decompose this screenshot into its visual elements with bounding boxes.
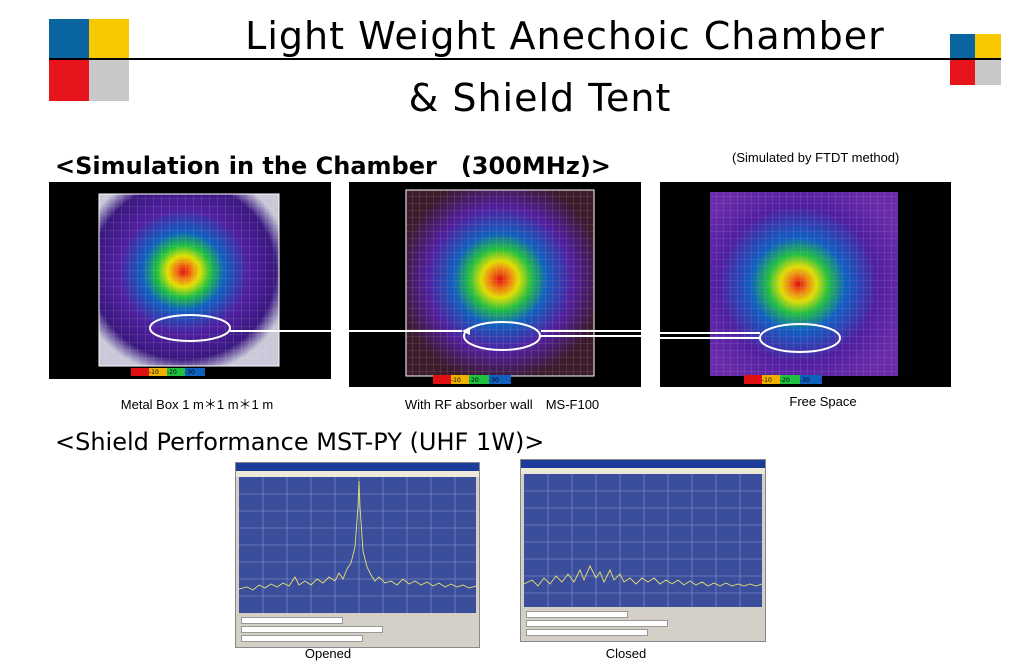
scale-label: -30 bbox=[185, 369, 195, 376]
scale-label: -40 bbox=[509, 377, 519, 384]
section2-heading: <Shield Performance MST-PY (UHF 1W)> bbox=[55, 428, 545, 456]
simulation-caption-metal-box: Metal Box 1 m＊1 m＊1 m bbox=[120, 397, 274, 412]
deco-square-gray-left bbox=[89, 59, 129, 101]
simulation-free-space: -10 -20 -30 -40 bbox=[660, 182, 951, 387]
scale-label: -40 bbox=[203, 369, 213, 376]
simulation-metal-box: -10 -20 -30 -40 bbox=[49, 182, 331, 379]
scale-label: -40 bbox=[820, 377, 830, 384]
deco-square-red-left bbox=[49, 59, 89, 101]
scale-label: -30 bbox=[800, 377, 810, 384]
deco-square-yellow-left bbox=[89, 19, 129, 59]
scale-label: -20 bbox=[780, 377, 790, 384]
deco-square-red-right bbox=[950, 59, 975, 85]
scale-label: -20 bbox=[167, 369, 177, 376]
title-rule bbox=[49, 58, 1001, 60]
scale-label: -10 bbox=[762, 377, 772, 384]
spectrum-screenshot-closed bbox=[520, 459, 766, 642]
deco-square-gray-right bbox=[975, 59, 1001, 85]
deco-square-yellow-right bbox=[975, 34, 1001, 59]
spectrum-caption-closed: Closed bbox=[605, 646, 647, 661]
slide-title-line2: & Shield Tent bbox=[408, 76, 672, 120]
deco-square-blue-right bbox=[950, 34, 975, 59]
simulation-rf-absorber: -10 -20 -30 -40 bbox=[349, 182, 641, 387]
deco-square-blue-left bbox=[49, 19, 89, 59]
spectrum-caption-opened: Opened bbox=[304, 646, 352, 661]
section1-note: (Simulated by FTDT method) bbox=[732, 150, 900, 165]
scale-label: -20 bbox=[469, 377, 479, 384]
scale-label: -10 bbox=[149, 369, 159, 376]
scale-label: -30 bbox=[489, 377, 499, 384]
section1-heading: <Simulation in the Chamber (300MHz)> bbox=[55, 152, 611, 180]
slide-title-line1: Light Weight Anechoic Chamber bbox=[245, 14, 885, 58]
simulation-caption-free-space: Free Space bbox=[789, 394, 857, 409]
simulation-caption-rf-absorber: With RF absorber wall MS-F100 bbox=[404, 397, 600, 412]
scale-label: -10 bbox=[451, 377, 461, 384]
spectrum-screenshot-opened bbox=[235, 462, 480, 648]
